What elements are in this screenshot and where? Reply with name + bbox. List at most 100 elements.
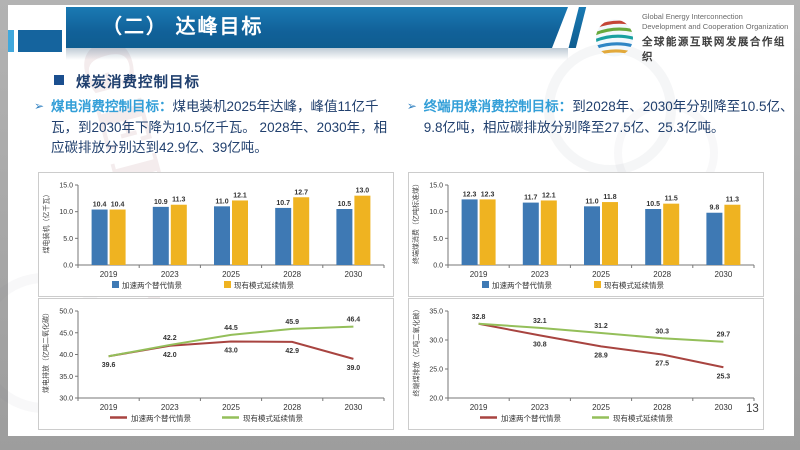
svg-text:2019: 2019 <box>100 270 118 279</box>
bullet-lead: 煤电消费控制目标： <box>51 99 173 114</box>
svg-text:2030: 2030 <box>715 403 733 412</box>
logo-line1: Global Energy Interconnection <box>641 12 743 21</box>
svg-text:2025: 2025 <box>222 270 240 279</box>
svg-text:30.3: 30.3 <box>655 328 669 335</box>
svg-text:28.9: 28.9 <box>594 352 608 359</box>
y-axis-label: 终端煤消费（亿吨标准煤） <box>413 179 420 264</box>
svg-text:30.0: 30.0 <box>59 396 73 403</box>
svg-text:12.3: 12.3 <box>463 191 477 198</box>
svg-text:20.0: 20.0 <box>429 396 443 403</box>
svg-text:加速两个替代情景: 加速两个替代情景 <box>492 280 552 290</box>
svg-text:13.0: 13.0 <box>356 188 370 195</box>
page-number: 13 <box>746 403 759 415</box>
accent-square-light <box>8 30 14 52</box>
svg-text:11.8: 11.8 <box>603 194 616 201</box>
svg-text:11.5: 11.5 <box>665 196 678 203</box>
svg-text:加速两个替代情景: 加速两个替代情景 <box>501 413 561 423</box>
svg-text:42.9: 42.9 <box>285 348 299 355</box>
svg-text:11.0: 11.0 <box>585 198 598 205</box>
svg-text:现有模式延续情景: 现有模式延续情景 <box>604 280 664 290</box>
logo-line2: Development and Cooperation Organization <box>641 21 789 31</box>
svg-text:27.5: 27.5 <box>655 361 669 368</box>
svg-text:11.0: 11.0 <box>215 198 228 205</box>
globe-icon <box>595 19 633 57</box>
svg-text:0.0: 0.0 <box>433 263 443 270</box>
svg-text:2030: 2030 <box>715 270 733 279</box>
svg-text:45.9: 45.9 <box>285 319 299 326</box>
svg-text:2028: 2028 <box>283 270 301 279</box>
bullet-coal-power: ➢ 煤电消费控制目标：煤电装机2025年达峰，峰值11亿千瓦，到2030年下降为1… <box>34 97 393 159</box>
bar-chart-coal-power-capacity: 0.0 5.0 10.0 15.0 2019 2023 2025 2028 2030 10.4 10… <box>59 183 385 290</box>
svg-text:35.0: 35.0 <box>429 309 443 316</box>
svg-text:10.5: 10.5 <box>646 201 660 208</box>
svg-text:25.0: 25.0 <box>429 367 443 374</box>
line-chart-terminal-coal-emissions: 20.0 25.0 30.0 35.0 2019 2023 2025 2028 2030 30.8… <box>429 309 755 423</box>
svg-text:2019: 2019 <box>470 270 488 279</box>
svg-text:2028: 2028 <box>653 270 671 279</box>
square-bullet-icon <box>54 75 64 85</box>
svg-text:43.0: 43.0 <box>224 347 238 354</box>
svg-text:现有模式延续情景: 现有模式延续情景 <box>234 280 294 290</box>
svg-text:2023: 2023 <box>531 403 549 412</box>
svg-text:42.0: 42.0 <box>163 352 177 359</box>
svg-text:50.0: 50.0 <box>59 309 73 316</box>
svg-text:10.7: 10.7 <box>276 200 290 207</box>
title-banner: （二） 达峰目标 <box>66 7 568 48</box>
svg-text:44.5: 44.5 <box>224 325 238 332</box>
y-axis-label: 煤电装机（亿千瓦） <box>43 190 50 253</box>
svg-text:12.3: 12.3 <box>481 191 495 198</box>
slide: GEIDCO （二） 达峰目标 Global Energy Interconne… <box>0 5 794 436</box>
svg-text:5.0: 5.0 <box>433 236 443 243</box>
svg-text:12.7: 12.7 <box>294 189 308 196</box>
svg-text:45.0: 45.0 <box>59 330 73 337</box>
svg-text:32.8: 32.8 <box>472 314 486 321</box>
bullet-body: 到2028年、2030年分别降至10.5亿、9.8亿吨，相应碳排放分别降至27.… <box>423 99 794 135</box>
svg-text:35.0: 35.0 <box>59 374 73 381</box>
svg-text:11.3: 11.3 <box>726 197 739 204</box>
chart-panel-terminal-coal-consumption: 终端煤消费（亿吨标准煤） 0.0 5.0 10.0 15.0 2019 2023 2025 2… <box>408 172 764 297</box>
svg-text:现有模式延续情景: 现有模式延续情景 <box>243 413 303 423</box>
arrow-bullet-icon: ➢ <box>406 99 417 113</box>
logo-text: Global Energy Interconnection Developmen… <box>642 12 794 64</box>
arrow-bullet-icon: ➢ <box>34 99 45 113</box>
svg-text:9.8: 9.8 <box>710 205 720 212</box>
svg-text:10.0: 10.0 <box>59 209 73 216</box>
bar-chart-terminal-coal-consumption: 0.0 5.0 10.0 15.0 2019 2023 2025 2028 2030 12.3 11… <box>429 183 755 290</box>
svg-text:11.3: 11.3 <box>172 197 185 204</box>
svg-text:2023: 2023 <box>161 270 179 279</box>
svg-text:加速两个替代情景: 加速两个替代情景 <box>122 280 182 290</box>
bullet-lead: 终端用煤消费控制目标： <box>423 99 573 114</box>
svg-text:2028: 2028 <box>653 403 671 412</box>
svg-text:2025: 2025 <box>592 270 610 279</box>
chart-panel-coal-power-emissions: 煤电排放（亿吨二氧化碳） 30.0 35.0 40.0 45.0 50.0 2019 202… <box>38 298 394 430</box>
svg-text:10.4: 10.4 <box>111 202 125 209</box>
svg-text:40.0: 40.0 <box>59 352 73 359</box>
svg-text:10.0: 10.0 <box>429 209 443 216</box>
svg-text:12.1: 12.1 <box>542 192 556 199</box>
svg-text:15.0: 15.0 <box>429 183 443 190</box>
svg-text:39.6: 39.6 <box>102 362 116 369</box>
chart-panel-coal-power-capacity: 煤电装机（亿千瓦） 0.0 5.0 10.0 15.0 2019 2023 2025 2028… <box>38 172 394 297</box>
svg-text:25.3: 25.3 <box>717 373 731 380</box>
y-axis-label: 煤电排放（亿吨二氧化碳） <box>43 309 50 393</box>
svg-text:2019: 2019 <box>100 403 118 412</box>
svg-text:2028: 2028 <box>283 403 301 412</box>
bullet-row: ➢ 煤电消费控制目标：煤电装机2025年达峰，峰值11亿千瓦，到2030年下降为1… <box>34 97 794 159</box>
accent-square-dark <box>18 30 62 52</box>
bullet-body: 煤电装机2025年达峰，峰值11亿千瓦，到2030年下降为10.5亿千瓦。 20… <box>51 99 388 156</box>
bullet-terminal-coal: ➢ 终端用煤消费控制目标：到2028年、2030年分别降至10.5亿、9.8亿吨，… <box>407 97 794 159</box>
svg-text:2023: 2023 <box>161 403 179 412</box>
svg-text:30.0: 30.0 <box>429 338 443 345</box>
svg-text:11.7: 11.7 <box>524 195 537 202</box>
svg-text:32.1: 32.1 <box>533 318 547 325</box>
svg-text:2025: 2025 <box>222 403 240 412</box>
svg-text:2030: 2030 <box>345 403 363 412</box>
svg-text:46.4: 46.4 <box>347 317 361 324</box>
svg-text:12.1: 12.1 <box>233 192 247 199</box>
svg-text:10.4: 10.4 <box>93 202 107 209</box>
banner-tail-stripe <box>568 7 587 48</box>
svg-text:2023: 2023 <box>531 270 549 279</box>
section-heading: 煤炭消费控制目标 <box>54 71 200 92</box>
svg-text:31.2: 31.2 <box>594 323 608 330</box>
